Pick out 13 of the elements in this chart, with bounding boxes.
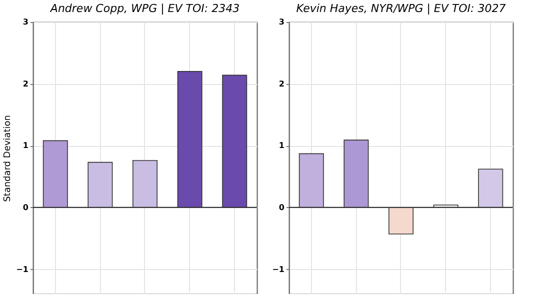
y-axis-title: Standard Deviation bbox=[3, 115, 14, 202]
y-tick-label: 2 bbox=[278, 79, 284, 88]
y-tick-label: 2 bbox=[22, 79, 28, 88]
y-tick-label: 0 bbox=[278, 202, 285, 212]
y-tick-label: −1 bbox=[16, 264, 29, 274]
chart-title: Kevin Hayes, NYR/WPG | EV TOI: 3027 bbox=[296, 2, 506, 15]
y-tick-label: 1 bbox=[22, 141, 29, 150]
y-tick-label: 1 bbox=[278, 141, 285, 150]
chart-title: Andrew Copp, WPG | EV TOI: 2343 bbox=[49, 2, 240, 15]
y-tick-label: 3 bbox=[22, 18, 28, 26]
y-tick-label: −1 bbox=[272, 264, 285, 274]
y-tick-label: 3 bbox=[278, 18, 284, 26]
y-tick-label: 0 bbox=[22, 202, 29, 212]
